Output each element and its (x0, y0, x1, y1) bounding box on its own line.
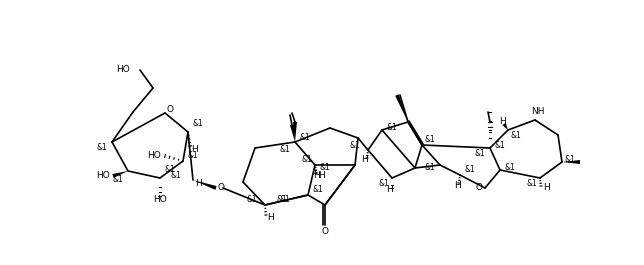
Text: &1: &1 (165, 166, 176, 174)
Text: &1: &1 (320, 164, 331, 173)
Text: &1: &1 (511, 130, 522, 139)
Text: &1: &1 (474, 148, 485, 157)
Text: NH: NH (531, 108, 545, 117)
Text: H: H (267, 213, 274, 222)
Text: O: O (476, 183, 483, 192)
Text: H: H (455, 180, 461, 189)
Polygon shape (395, 94, 408, 122)
Text: HO: HO (153, 196, 167, 205)
Text: H: H (318, 170, 325, 179)
Text: &1: &1 (277, 196, 288, 205)
Text: &1: &1 (378, 179, 389, 188)
Text: H: H (543, 183, 550, 192)
Text: O: O (167, 105, 174, 114)
Text: &1: &1 (465, 166, 476, 174)
Text: &1: &1 (188, 152, 199, 161)
Polygon shape (112, 171, 128, 178)
Text: &1: &1 (279, 145, 290, 154)
Text: &1: &1 (300, 132, 311, 142)
Text: &1: &1 (280, 196, 290, 205)
Text: &1: &1 (505, 162, 516, 171)
Text: H: H (191, 145, 198, 154)
Polygon shape (290, 125, 295, 142)
Text: HO: HO (96, 171, 110, 180)
Text: &1: &1 (170, 170, 181, 179)
Text: H: H (500, 117, 506, 126)
Text: H: H (195, 179, 202, 188)
Text: &1: &1 (565, 154, 576, 164)
Text: &1: &1 (112, 174, 123, 183)
Text: &1: &1 (193, 120, 204, 129)
Text: &1: &1 (424, 164, 435, 173)
Text: &1: &1 (425, 135, 436, 144)
Text: &1: &1 (313, 186, 324, 195)
Text: &1: &1 (246, 196, 257, 205)
Text: O: O (321, 227, 328, 236)
Polygon shape (293, 122, 297, 142)
Text: &1: &1 (387, 122, 398, 131)
Text: HO: HO (117, 65, 130, 74)
Text: H: H (386, 186, 393, 195)
Text: &1: &1 (526, 179, 537, 188)
Text: &1: &1 (495, 140, 506, 149)
Text: H: H (362, 156, 368, 165)
Text: &1: &1 (96, 143, 107, 152)
Text: HO: HO (147, 152, 161, 161)
Polygon shape (502, 123, 508, 130)
Text: &1: &1 (349, 140, 360, 149)
Polygon shape (562, 160, 580, 164)
Text: H: H (314, 170, 320, 179)
Text: O: O (218, 183, 225, 192)
Text: &1: &1 (301, 156, 312, 165)
Polygon shape (193, 180, 216, 190)
